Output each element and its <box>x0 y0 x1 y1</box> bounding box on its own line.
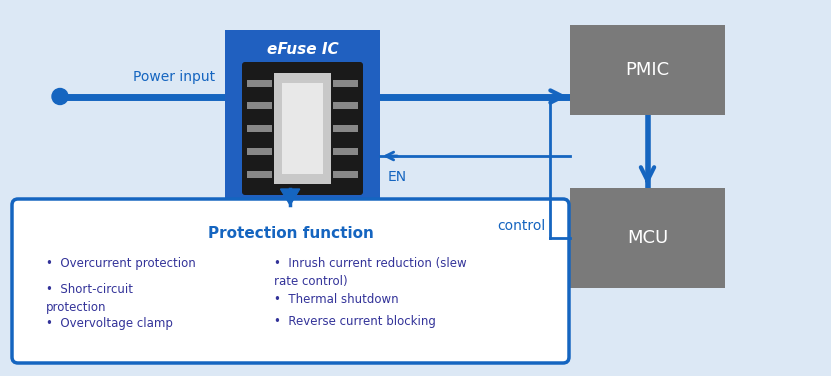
FancyBboxPatch shape <box>247 170 273 177</box>
FancyBboxPatch shape <box>12 199 569 363</box>
FancyBboxPatch shape <box>273 73 332 184</box>
FancyBboxPatch shape <box>247 102 273 109</box>
Text: PMIC: PMIC <box>626 61 670 79</box>
Text: •  Overvoltage clamp: • Overvoltage clamp <box>46 317 173 330</box>
Text: •  Reverse current blocking: • Reverse current blocking <box>274 315 436 328</box>
Text: •  Short-circuit
protection: • Short-circuit protection <box>46 283 133 314</box>
Polygon shape <box>281 189 300 205</box>
FancyBboxPatch shape <box>332 170 358 177</box>
Text: Power input: Power input <box>133 70 215 83</box>
Text: EN: EN <box>388 170 407 184</box>
FancyBboxPatch shape <box>282 83 323 174</box>
Text: control: control <box>497 219 545 233</box>
Text: •  Inrush current reduction (slew
rate control): • Inrush current reduction (slew rate co… <box>274 257 467 288</box>
Text: Protection function: Protection function <box>208 226 373 241</box>
FancyBboxPatch shape <box>247 125 273 132</box>
Text: eFuse IC: eFuse IC <box>267 42 338 58</box>
FancyBboxPatch shape <box>247 79 273 86</box>
Text: •  Thermal shutdown: • Thermal shutdown <box>274 293 399 306</box>
FancyBboxPatch shape <box>242 62 363 195</box>
FancyBboxPatch shape <box>332 125 358 132</box>
FancyBboxPatch shape <box>332 148 358 155</box>
FancyBboxPatch shape <box>570 188 725 288</box>
FancyBboxPatch shape <box>332 79 358 86</box>
Text: •  Overcurrent protection: • Overcurrent protection <box>46 257 196 270</box>
FancyBboxPatch shape <box>332 102 358 109</box>
Circle shape <box>52 88 68 105</box>
FancyBboxPatch shape <box>225 30 380 205</box>
FancyBboxPatch shape <box>247 148 273 155</box>
Text: MCU: MCU <box>627 229 668 247</box>
FancyBboxPatch shape <box>570 25 725 115</box>
